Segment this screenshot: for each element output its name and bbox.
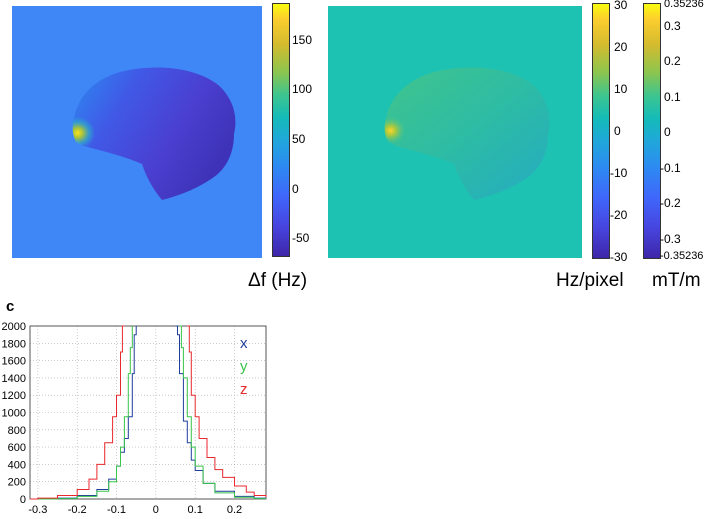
- panel-b-cbar1-tick: 20: [614, 40, 628, 54]
- panel-a-cbar-tick: 150: [292, 33, 313, 47]
- panel-b-cbar1-tick: -30: [610, 250, 628, 264]
- panel-b-cbar2-tick: -0.3: [660, 232, 681, 246]
- panel-b-unit-mt: mT/m: [652, 270, 701, 291]
- brain-a-hotspot: [72, 102, 123, 150]
- panel-a-image: [12, 6, 262, 258]
- chart-series: [30, 325, 267, 500]
- panel-b-cbar1-tick: 0: [614, 124, 621, 138]
- y-tick-label: 400: [8, 459, 26, 471]
- legend-label-x: x: [240, 335, 248, 352]
- panel-b-cbar2-tick: -0.2: [660, 196, 681, 210]
- y-tick-label: 200: [8, 477, 26, 489]
- chart-grid: [30, 325, 266, 500]
- panel-a-cbar-tick: 0: [292, 182, 299, 196]
- legend-label-z: z: [240, 381, 248, 398]
- y-tick-label: 1400: [2, 373, 26, 385]
- y-tick-label: 1000: [2, 408, 26, 420]
- panel-b-unit-hz: Hz/pixel: [556, 270, 624, 291]
- legend-label-y: y: [240, 358, 248, 375]
- panel-a-unit: Δf (Hz): [248, 270, 308, 291]
- panel-b-cbar1-tick: 30: [614, 0, 628, 12]
- panel-b-cbar2-tick: 0.3: [664, 19, 681, 33]
- brain-b-hotspot: [384, 102, 435, 150]
- panel-c-chart: 0 200 400 600 800 1000 1200 1400 1600 1800 2000 -0…: [2, 321, 267, 516]
- panel-c-label: c: [6, 298, 15, 315]
- brain-a: [72, 67, 236, 200]
- x-tick-label: -0.2: [68, 504, 87, 516]
- panel-a-cbar-tick: 100: [292, 82, 313, 96]
- x-tick-label: 0.2: [227, 504, 242, 516]
- panel-b-cbar1-tick: -10: [610, 166, 628, 180]
- y-tick-label: 1800: [2, 338, 26, 350]
- panel-a-colorbar: [272, 3, 290, 257]
- panel-b-cbar2-tick: 0.35236: [664, 0, 704, 10]
- x-tick-label: 0: [153, 504, 159, 516]
- panel-b-colorbar-1: [592, 3, 610, 259]
- x-tick-label: 0.1: [188, 504, 203, 516]
- panel-a-cbar-tick: -50: [292, 231, 310, 245]
- x-tick-label: -0.1: [107, 504, 126, 516]
- x-tick-label: -0.3: [28, 504, 47, 516]
- chart-y-ticks: 0 200 400 600 800 1000 1200 1400 1600 1800 2000: [2, 321, 26, 506]
- y-tick-label: 1600: [2, 356, 26, 368]
- series-line-y-right: [179, 325, 267, 500]
- panel-b-cbar1-tick: 10: [614, 82, 628, 96]
- panel-b-cbar2-tick: -0.35236: [660, 250, 704, 262]
- y-tick-label: 1200: [2, 390, 26, 402]
- chart-frame: [29, 325, 267, 500]
- panel-b-cbar2-tick: 0.2: [664, 54, 681, 68]
- y-tick-label: 0: [20, 494, 26, 506]
- brain-b: [384, 67, 550, 200]
- y-tick-label: 2000: [2, 321, 26, 333]
- series-line-y-left: [30, 326, 133, 500]
- series-line-z-right: [187, 325, 267, 498]
- panel-b-cbar2-tick: 0.1: [664, 90, 681, 104]
- y-tick-label: 800: [8, 425, 26, 437]
- chart-x-ticks: -0.3 -0.2 -0.1 0 0.1 0.2: [28, 504, 242, 516]
- panel-b-cbar2-tick: 0: [664, 125, 671, 139]
- panel-b-image: [328, 6, 582, 258]
- panel-a-cbar-tick: 50: [292, 132, 306, 146]
- panel-b-cbar2-tick: -0.1: [660, 161, 681, 175]
- y-tick-label: 600: [8, 442, 26, 454]
- panel-b-cbar1-tick: -20: [610, 208, 628, 222]
- chart-legend: xyz: [240, 335, 248, 398]
- panel-b-colorbar-2: [643, 3, 661, 259]
- series-line-z-left: [30, 325, 125, 500]
